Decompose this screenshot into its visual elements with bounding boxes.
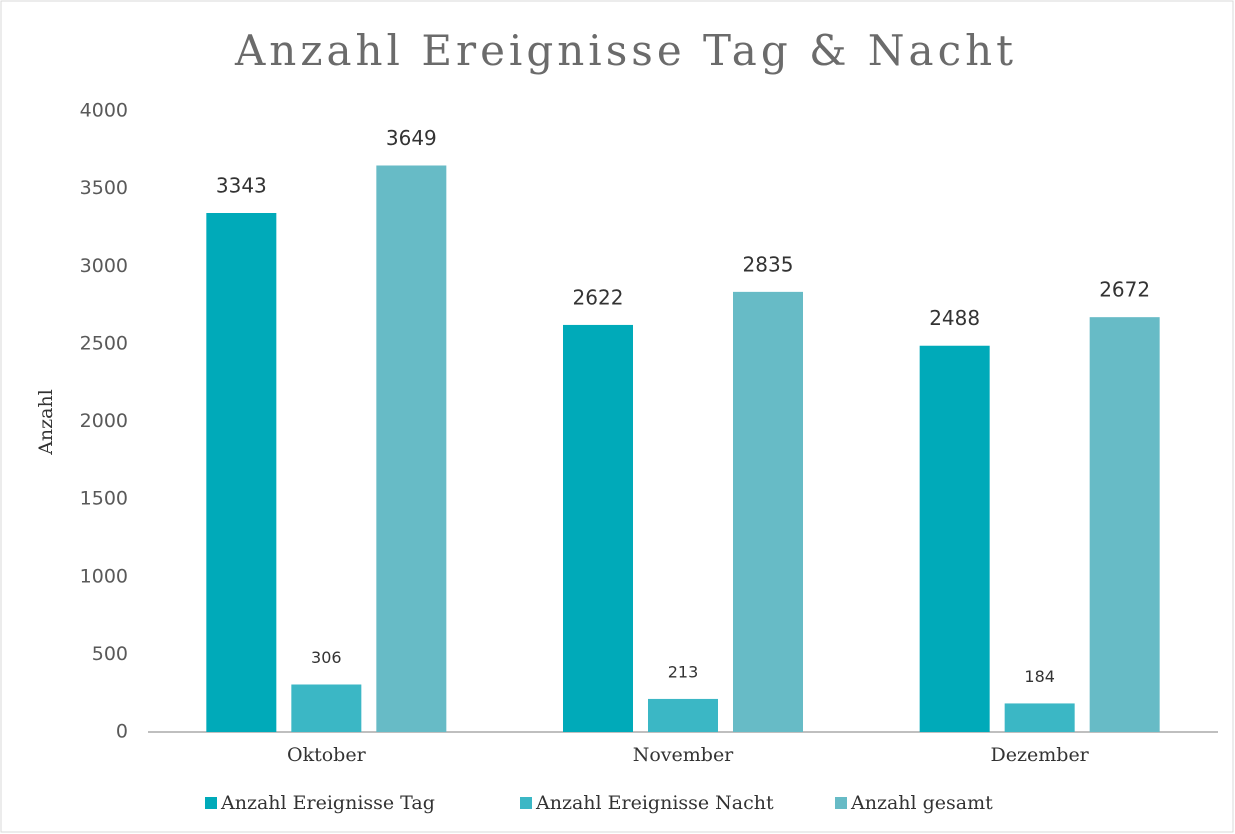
y-tick-label: 1500	[80, 488, 128, 510]
bar	[206, 212, 277, 732]
legend-label: Anzahl gesamt	[850, 792, 993, 814]
data-label: 3343	[216, 173, 267, 197]
x-tick-label: November	[633, 744, 734, 766]
y-tick-label: 3000	[80, 255, 128, 277]
data-label: 2488	[929, 306, 980, 330]
legend-label: Anzahl Ereignisse Tag	[220, 792, 435, 814]
bar	[648, 698, 718, 732]
data-label: 2672	[1099, 278, 1150, 302]
bar	[1089, 317, 1160, 732]
y-axis-label: Anzahl	[35, 389, 57, 456]
chart-title: Anzahl Ereignisse Tag & Nacht	[234, 26, 1017, 75]
legend-swatch	[205, 797, 217, 809]
data-label: 3649	[386, 126, 437, 150]
legend-label: Anzahl Ereignisse Nacht	[535, 792, 774, 814]
y-tick-label: 2000	[80, 410, 128, 432]
bar	[376, 165, 447, 733]
legend-swatch	[520, 797, 532, 809]
data-label: 306	[311, 648, 342, 667]
y-tick-label: 2500	[80, 332, 128, 354]
bar	[1004, 703, 1075, 732]
bar	[291, 684, 362, 732]
legend-swatch	[835, 797, 847, 809]
y-tick-label: 0	[116, 721, 128, 743]
data-label: 213	[668, 662, 699, 681]
data-label: 2835	[743, 252, 794, 276]
y-tick-label: 3500	[80, 177, 128, 199]
bar	[563, 324, 633, 732]
y-tick-label: 1000	[80, 565, 128, 587]
x-tick-label: Dezember	[991, 744, 1090, 766]
x-tick-label: Oktober	[287, 744, 367, 766]
data-label: 2622	[573, 285, 624, 309]
data-label: 184	[1024, 667, 1055, 686]
y-tick-label: 500	[92, 643, 128, 665]
y-tick-label: 4000	[80, 100, 128, 122]
bar	[919, 345, 990, 732]
bar	[733, 291, 803, 732]
